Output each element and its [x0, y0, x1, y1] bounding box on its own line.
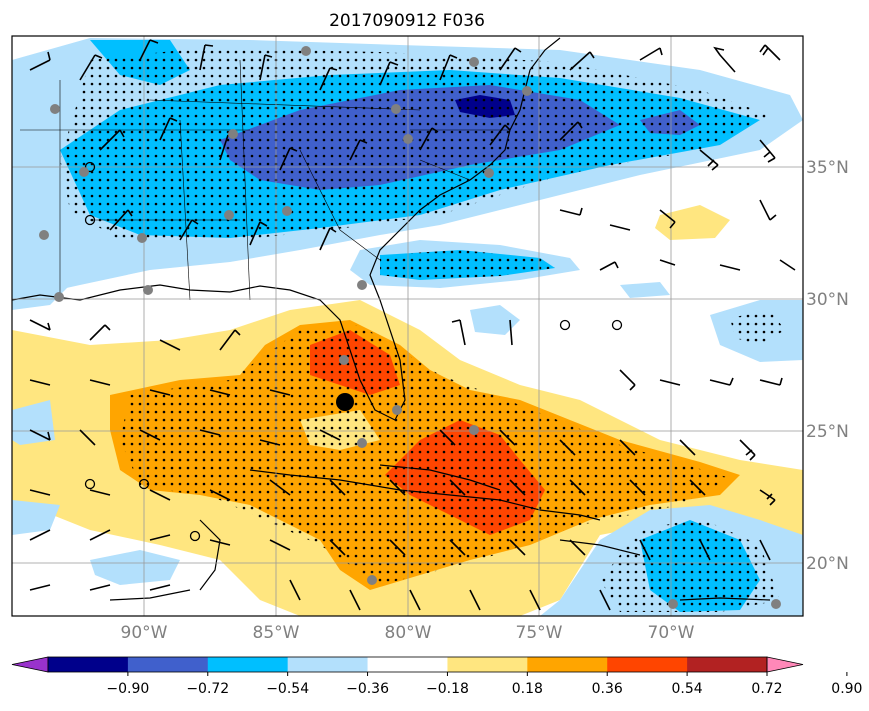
- latitude-labels: 35°N 30°N 25°N 20°N: [806, 158, 849, 574]
- colorbar-tick-label: −0.18: [426, 681, 469, 697]
- negative-anomaly-southeast: [12, 400, 803, 616]
- colorbar-extend-high: [766, 656, 804, 673]
- colorbar-segment: [287, 657, 369, 672]
- lon-label-70w: 70°W: [648, 623, 695, 643]
- gridlines: [12, 36, 803, 616]
- colorbar-tick-label: −0.36: [346, 681, 389, 697]
- map-frame: [11, 35, 804, 617]
- storm-center-marker: [336, 393, 354, 411]
- colorbar-segment: [687, 657, 768, 672]
- negative-anomaly-north: [12, 38, 803, 300]
- figure-title: 2017090912 F036: [329, 11, 485, 31]
- colorbar-extend-low: [11, 656, 49, 673]
- state-borders: [20, 59, 510, 301]
- lon-label-85w: 85°W: [253, 623, 300, 643]
- colorbar-tick-label: −0.90: [106, 681, 149, 697]
- colorbar-segment: [127, 657, 209, 672]
- colorbar: −0.90 −0.72 −0.54 −0.36 −0.18 0.18 0.36 0.54 0.7…: [11, 656, 862, 697]
- map-panel: [12, 36, 803, 616]
- lon-label-90w: 90°W: [121, 623, 168, 643]
- colorbar-tick-label: 0.72: [751, 681, 782, 697]
- longitude-labels: 90°W 85°W 80°W 75°W 70°W: [121, 623, 695, 643]
- colorbar-segment: [527, 657, 608, 672]
- lat-label-20: 20°N: [806, 554, 849, 574]
- colorbar-segment: [367, 657, 448, 672]
- colorbar-segment: [607, 657, 688, 672]
- colorbar-tick-label: −0.72: [186, 681, 229, 697]
- colorbar-tick-label: 0.36: [592, 681, 623, 697]
- colorbar-tick-label: 0.18: [512, 681, 543, 697]
- colorbar-segment: [48, 657, 129, 672]
- colorbar-tick-label: 0.54: [672, 681, 703, 697]
- station-markers: [39, 46, 781, 609]
- colorbar-tick-label: −0.54: [266, 681, 309, 697]
- wind-barbs: [29, 39, 796, 611]
- colorbar-frame: [47, 656, 768, 673]
- coastlines: [12, 37, 771, 601]
- colorbar-segment: [447, 657, 528, 672]
- colorbar-segment: [207, 657, 289, 672]
- lat-label-35: 35°N: [806, 158, 849, 178]
- lon-label-75w: 75°W: [516, 623, 563, 643]
- lat-label-25: 25°N: [806, 422, 849, 442]
- lat-label-30: 30°N: [806, 290, 849, 310]
- lon-label-80w: 80°W: [385, 623, 432, 643]
- negative-anomaly-middle: [12, 205, 803, 362]
- calm-wind-circles: [84, 161, 623, 542]
- colorbar-tick-label: 0.90: [831, 681, 862, 697]
